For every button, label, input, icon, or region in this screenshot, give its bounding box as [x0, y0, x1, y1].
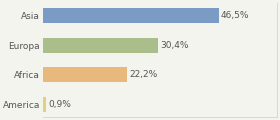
- Text: 46,5%: 46,5%: [221, 11, 249, 20]
- Text: 30,4%: 30,4%: [160, 41, 188, 50]
- Text: 22,2%: 22,2%: [129, 70, 157, 79]
- Bar: [43, 8, 219, 23]
- Bar: [43, 97, 46, 112]
- Text: 0,9%: 0,9%: [49, 100, 71, 109]
- Bar: [43, 38, 158, 53]
- Bar: [43, 67, 127, 82]
